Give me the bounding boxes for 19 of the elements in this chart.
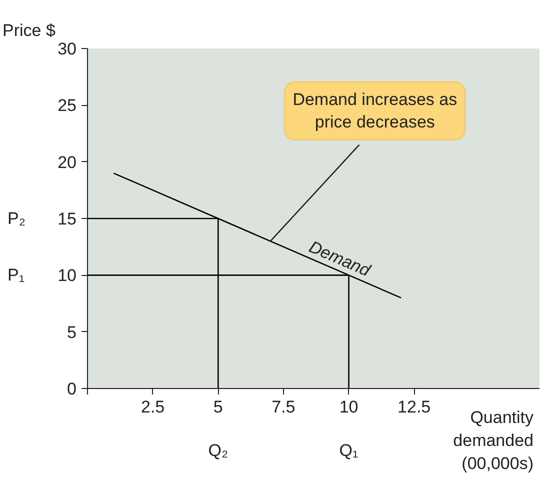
x-tick-label: 2.5 <box>141 398 165 416</box>
y-tick-label: 15 <box>58 210 77 228</box>
y-tick-label: 25 <box>58 96 77 116</box>
text: P₁ <box>8 266 25 285</box>
y-tick-label: 5 <box>67 322 77 342</box>
text: Q₂ <box>208 441 228 460</box>
y-tick-label: 30 <box>58 40 77 58</box>
y-axis-title: Price $ <box>2 21 56 40</box>
text: P₂ <box>8 209 26 228</box>
y-tick-label: 0 <box>67 380 77 398</box>
text: Q₁ <box>339 441 359 460</box>
y-tick-label: 20 <box>58 152 77 172</box>
x-tick-label: 7.5 <box>272 398 296 416</box>
x-tick-label: 10 <box>339 398 358 416</box>
annotation: Demand increases as price decreases <box>292 90 458 132</box>
x-tick-label: 12.5 <box>398 398 431 416</box>
x-axis-title: Quantity demanded (00,000s) <box>453 408 534 473</box>
y-tick-label: 10 <box>58 266 77 286</box>
x-tick-label: 5 <box>213 398 223 416</box>
